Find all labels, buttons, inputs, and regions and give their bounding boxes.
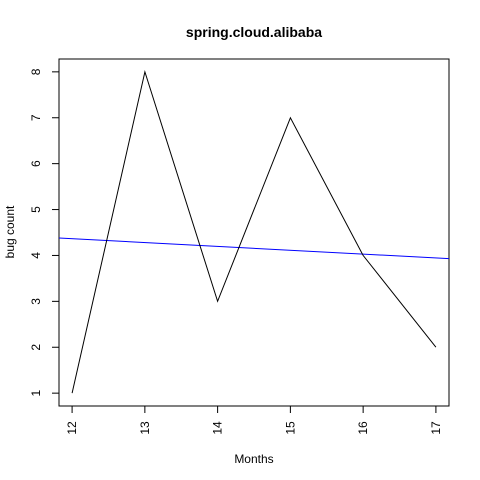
- series-line-bug-count: [71, 69, 437, 394]
- x-tick-label: 12: [65, 421, 79, 435]
- chart-title: spring.cloud.alibaba: [186, 24, 322, 40]
- x-axis: 12 13 14 15 16 17: [65, 405, 443, 435]
- y-tick-label: 1: [29, 389, 43, 396]
- y-tick-label: 8: [29, 68, 43, 75]
- x-tick-label: 17: [429, 421, 443, 435]
- plot-area-frame: [58, 58, 450, 407]
- y-tick-label: 5: [29, 206, 43, 213]
- x-tick-label: 16: [356, 421, 370, 435]
- y-tick-label: 3: [29, 298, 43, 305]
- y-axis-label: bug count: [3, 205, 17, 258]
- trend-line: [58, 237, 450, 260]
- y-tick-label: 2: [29, 344, 43, 351]
- x-axis-label: Months: [234, 452, 273, 466]
- x-tick-label: 14: [211, 421, 225, 435]
- y-tick-label: 4: [29, 252, 43, 259]
- y-axis: 1 2 3 4 5 6 7 8: [29, 68, 60, 396]
- x-tick-label: 15: [283, 421, 297, 435]
- y-tick-label: 7: [29, 114, 43, 121]
- y-tick-label: 6: [29, 160, 43, 167]
- x-tick-label: 13: [138, 421, 152, 435]
